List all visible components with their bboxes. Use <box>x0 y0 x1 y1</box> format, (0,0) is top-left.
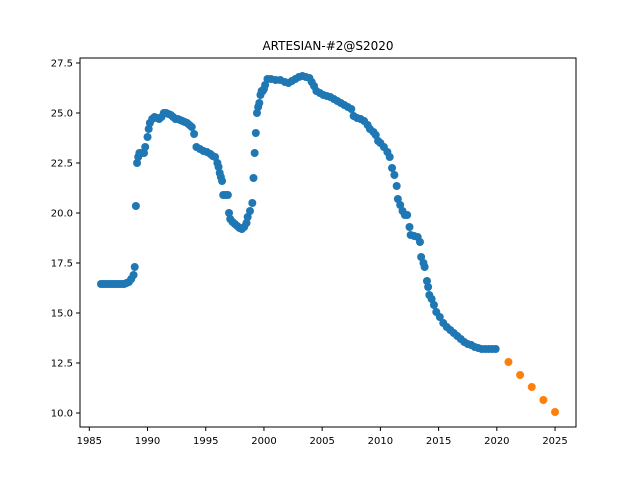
data-point <box>251 129 260 137</box>
data-point <box>130 263 139 271</box>
data-point <box>140 149 149 157</box>
data-point <box>261 81 270 89</box>
data-point <box>390 171 399 179</box>
data-point <box>211 153 220 161</box>
data-point <box>245 207 254 215</box>
forecast-point <box>539 396 548 404</box>
data-point <box>405 223 414 231</box>
data-point <box>187 123 196 131</box>
data-point <box>248 199 257 207</box>
y-tick-label: 25.0 <box>51 109 73 120</box>
data-point <box>141 143 150 151</box>
forecast-point <box>504 358 513 366</box>
data-point <box>396 201 405 209</box>
data-point <box>143 133 152 141</box>
data-point <box>420 263 429 271</box>
y-tick-label: 20.0 <box>51 209 73 220</box>
data-point <box>131 202 140 210</box>
data-point <box>190 130 199 138</box>
data-point <box>392 182 401 190</box>
data-point <box>388 164 397 172</box>
data-point <box>250 149 259 157</box>
data-point <box>129 271 138 279</box>
x-tick-label: 1990 <box>135 436 160 447</box>
x-axis: 1985 1990 1995 2000 2005 2010 2015 2020 2025 <box>77 427 568 447</box>
data-point <box>422 277 431 285</box>
x-tick-label: 1985 <box>77 436 102 447</box>
y-axis: 10.0 12.5 15.0 17.5 20.0 22.5 25.0 27.5 <box>51 59 80 420</box>
data-point <box>214 163 223 171</box>
data-point <box>371 131 380 139</box>
data-point <box>144 125 153 133</box>
y-tick-label: 17.5 <box>51 259 73 270</box>
x-tick-label: 2000 <box>251 436 276 447</box>
y-tick-label: 12.5 <box>51 359 73 370</box>
data-point <box>218 177 227 185</box>
x-tick-label: 1995 <box>193 436 218 447</box>
data-point <box>133 159 142 167</box>
data-point <box>424 283 433 291</box>
x-tick-label: 2025 <box>542 436 567 447</box>
data-point <box>403 211 412 219</box>
chart-title: ARTESIAN-#2@S2020 <box>262 39 393 53</box>
data-point <box>223 191 232 199</box>
data-point <box>427 295 436 303</box>
data-point <box>435 313 444 321</box>
data-point <box>249 174 258 182</box>
data-point <box>347 105 356 113</box>
data-point <box>255 99 264 107</box>
data-point <box>225 209 234 217</box>
data-point <box>415 238 424 246</box>
y-tick-label: 15.0 <box>51 309 73 320</box>
forecast-point <box>516 371 525 379</box>
y-tick-label: 27.5 <box>51 59 73 70</box>
plot-frame <box>79 57 577 428</box>
x-tick-label: 2015 <box>426 436 451 447</box>
data-point <box>393 195 402 203</box>
forecast-point <box>527 383 536 391</box>
x-tick-label: 2005 <box>309 436 334 447</box>
y-tick-label: 22.5 <box>51 159 73 170</box>
data-point <box>385 153 394 161</box>
x-tick-label: 2020 <box>484 436 509 447</box>
data-point <box>491 345 500 353</box>
y-tick-label: 10.0 <box>51 409 73 420</box>
data-point <box>417 253 426 261</box>
forecast-point <box>551 408 560 416</box>
data-point <box>243 213 252 221</box>
marks-layer <box>96 72 560 416</box>
data-point <box>429 301 438 309</box>
data-point <box>242 219 251 227</box>
x-tick-label: 2010 <box>368 436 393 447</box>
data-point <box>252 109 261 117</box>
